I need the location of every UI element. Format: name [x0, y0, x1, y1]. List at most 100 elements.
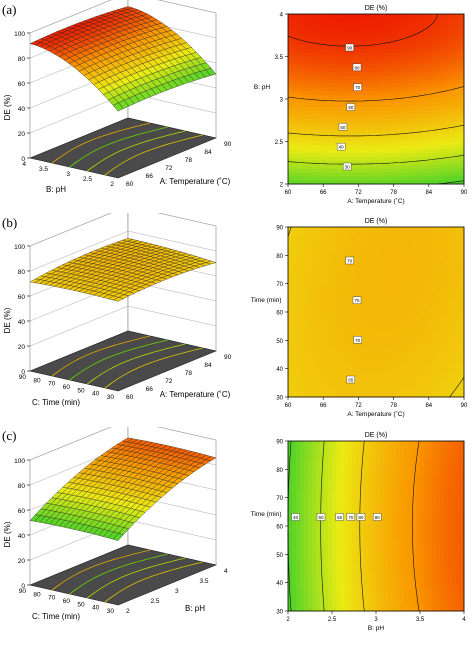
heatmap-cell [364, 246, 369, 251]
heatmap-cell [292, 234, 297, 239]
heatmap-cell [316, 377, 321, 382]
heatmap-cell [332, 126, 337, 131]
heatmap-cell [356, 304, 361, 309]
heatmap-cell [380, 21, 385, 26]
heatmap-cell [372, 284, 377, 290]
heatmap-cell [340, 160, 345, 166]
heatmap-cell [320, 83, 325, 88]
heatmap-cell [380, 83, 385, 88]
heatmap-cell [408, 242, 413, 247]
heatmap-cell [368, 327, 373, 332]
heatmap-cell [300, 149, 305, 154]
heatmap-cell [416, 381, 421, 386]
heatmap-cell [396, 315, 401, 321]
heatmap-cell [376, 385, 381, 390]
heatmap-cell [364, 87, 369, 92]
heatmap-cell [428, 176, 433, 181]
heatmap-cell [316, 68, 321, 73]
heatmap-cell [316, 129, 321, 135]
heatmap-cell [424, 327, 429, 332]
heatmap-cell [352, 246, 357, 251]
heatmap-cell [320, 126, 325, 131]
heatmap-cell [296, 172, 301, 177]
heatmap-cell [340, 381, 345, 386]
heatmap-cell [288, 133, 293, 139]
heatmap-cell [336, 176, 341, 181]
heatmap-cell [352, 242, 357, 247]
heatmap-cell [300, 227, 305, 232]
heatmap-cell [408, 126, 413, 131]
y-axis-label: B: pH [254, 84, 271, 91]
heatmap-cell [332, 254, 337, 259]
heatmap-cell [456, 346, 461, 352]
heatmap-cell [348, 342, 353, 348]
heatmap-cell [416, 114, 421, 119]
heatmap-cell [448, 381, 453, 386]
heatmap-cell [424, 350, 429, 355]
heatmap-cell [424, 95, 429, 100]
heatmap-cell [420, 358, 425, 363]
heatmap-cell [352, 381, 357, 386]
heatmap-cell [348, 149, 353, 154]
heatmap-cell [360, 238, 365, 243]
heatmap-cell [312, 373, 317, 379]
heatmap-cell [368, 126, 373, 131]
heatmap-cell [456, 149, 461, 154]
heatmap-cell [436, 172, 441, 177]
heatmap-cell [416, 149, 421, 154]
heatmap-cell [400, 79, 405, 84]
heatmap-cell [392, 273, 397, 278]
heatmap-cell [288, 230, 293, 236]
heatmap-cell [452, 95, 457, 100]
heatmap-cell [340, 254, 345, 259]
heatmap-cell [312, 335, 317, 340]
heatmap-cell [452, 350, 457, 355]
heatmap-cell [344, 41, 349, 46]
heatmap-cell [448, 168, 453, 173]
heatmap-cell [388, 56, 393, 61]
heatmap-cell [288, 366, 293, 371]
heatmap-cell [344, 33, 349, 38]
heatmap-cell [424, 234, 429, 239]
heatmap-cell [420, 342, 425, 348]
z-tick-label: 0 [21, 583, 25, 590]
heatmap-cell [316, 246, 321, 251]
heatmap-cell [412, 315, 417, 321]
y-tick-label: 4 [280, 13, 284, 19]
heatmap-cell [368, 99, 373, 104]
heatmap-cell [380, 369, 385, 375]
heatmap-cell [432, 265, 437, 270]
heatmap-cell [308, 254, 313, 259]
heatmap-cell [384, 149, 389, 154]
heatmap-cell [448, 44, 453, 50]
heatmap-cell [296, 331, 301, 336]
heatmap-cell [372, 254, 377, 259]
heatmap-cell [360, 277, 365, 282]
heatmap-cell [436, 250, 441, 255]
heatmap-cell [424, 373, 429, 379]
heatmap-cell [408, 79, 413, 84]
heatmap-cell [364, 56, 369, 61]
heatmap-cell [452, 68, 457, 73]
heatmap-cell [456, 362, 461, 367]
heatmap-cell [312, 269, 317, 274]
heatmap-cell [444, 176, 449, 181]
heatmap-cell [400, 327, 405, 332]
heatmap-cell [460, 246, 465, 251]
heatmap-cell [428, 60, 433, 65]
heatmap-cell [404, 44, 409, 50]
heatmap-cell [456, 52, 461, 57]
heatmap-cell [432, 145, 437, 150]
heatmap-cell [292, 25, 297, 30]
heatmap-cell [432, 102, 437, 108]
heatmap-cell [344, 153, 349, 158]
heatmap-cell [456, 56, 461, 61]
heatmap-cell [340, 168, 345, 173]
heatmap-cell [312, 312, 317, 317]
heatmap-cell [452, 79, 457, 84]
heatmap-cell [416, 44, 421, 50]
heatmap-cell [308, 350, 313, 355]
heatmap-cell [312, 377, 317, 382]
heatmap-cell [456, 377, 461, 382]
heatmap-cell [408, 300, 413, 305]
